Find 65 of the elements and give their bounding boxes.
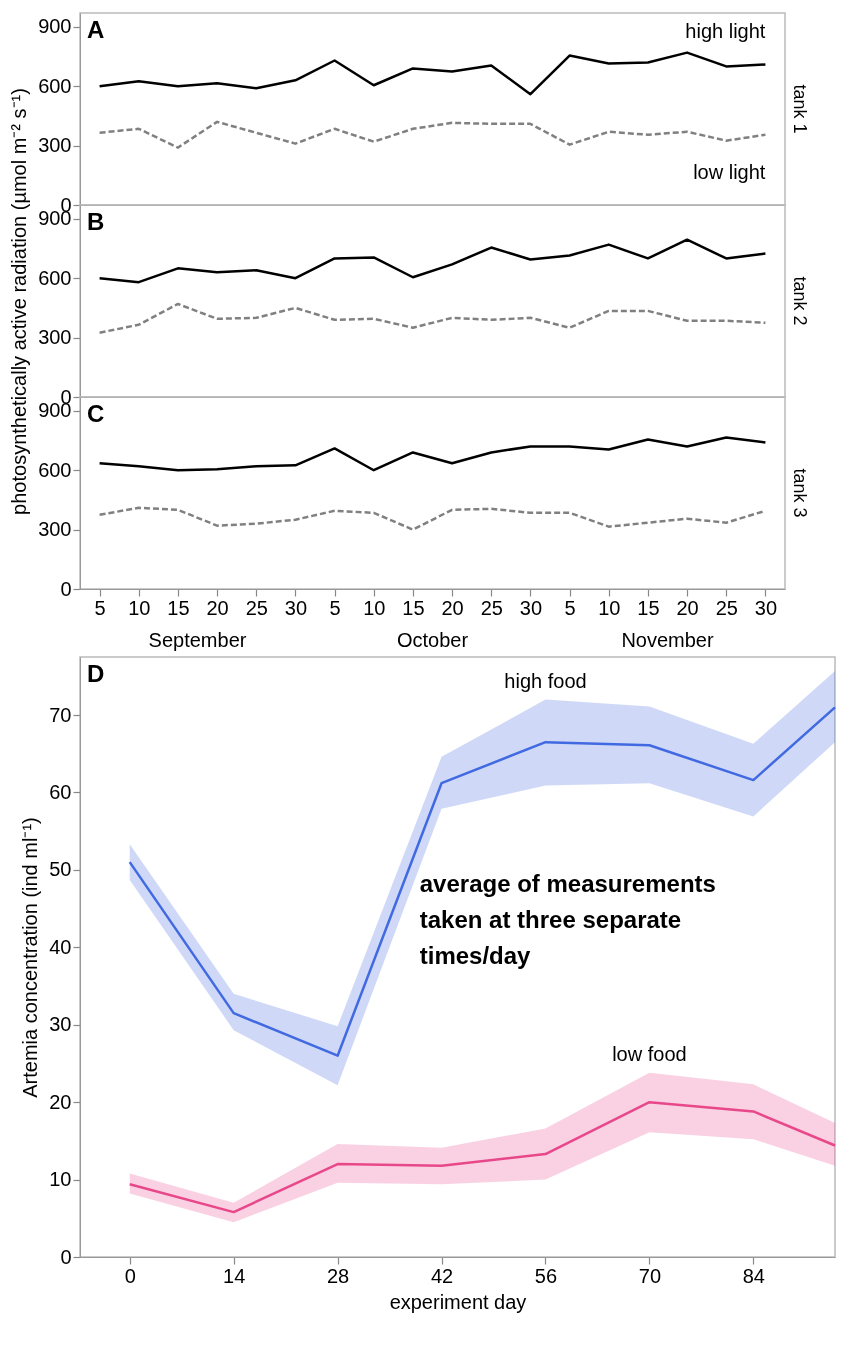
x-tick-label: 15 (167, 596, 190, 619)
x-tick-label: 5 (329, 596, 341, 619)
y-tick-label: 300 (38, 518, 72, 541)
chart-title: A (87, 16, 105, 43)
y-tick-label: 300 (38, 134, 72, 157)
x-tick-label: 5 (564, 596, 576, 619)
y-tick-label: 50 (49, 858, 72, 881)
x-tick-label: 15 (402, 596, 425, 619)
x-tick-label: 25 (245, 596, 268, 619)
y-tick-label: 70 (49, 703, 72, 726)
y-axis-title: photosynthetically active radiation (µmol m⁻² s⁻¹) (8, 88, 31, 515)
x-tick-label: 14 (223, 1264, 246, 1287)
x-tick-label: 20 (441, 596, 464, 619)
annotation: average of measurements taken at three separate times/day (419, 870, 716, 969)
x-tick-label: 56 (534, 1264, 558, 1287)
y-tick-label: 30 (49, 1013, 72, 1036)
x-tick-label: 20 (676, 596, 699, 619)
chart-title: D (87, 660, 105, 687)
x-tick-label: 10 (128, 596, 151, 619)
chart-title: C (87, 400, 105, 427)
x-tick-label: 15 (637, 596, 660, 619)
chart-title: B (87, 208, 105, 235)
x-tick-label: 20 (206, 596, 229, 619)
y-tick-label: 600 (38, 266, 72, 289)
x-tick-label: 5 (94, 596, 106, 619)
series-label: low light (693, 160, 766, 183)
series-label: high light (685, 20, 766, 43)
x-tick-label: 28 (326, 1264, 350, 1287)
x-axis-title: experiment day (389, 1290, 527, 1313)
x-tick-label: 70 (638, 1264, 662, 1287)
line-series (98, 302, 767, 334)
x-tick-label: 10 (363, 596, 386, 619)
text: tank 3 (790, 468, 810, 518)
y-tick-label: 600 (38, 74, 72, 97)
text: November (621, 629, 714, 651)
text: high food (504, 669, 587, 692)
x-tick-label: 42 (430, 1264, 454, 1287)
line-series (98, 120, 767, 149)
line-series (98, 238, 767, 284)
x-tick-label: 84 (742, 1264, 765, 1287)
y-tick-label: 0 (60, 1245, 72, 1268)
y-tick-label: 60 (49, 780, 72, 803)
line-series (128, 1100, 837, 1214)
y-tick-label: 0 (60, 577, 72, 600)
y-tick-label: 40 (49, 935, 72, 958)
x-tick-label: 30 (519, 596, 543, 619)
x-tick-label: 30 (284, 596, 308, 619)
y-tick-label: 300 (38, 326, 72, 349)
y-axis-title: Artemia concentration (ind ml⁻¹) (19, 817, 42, 1098)
x-tick-label: 25 (480, 596, 503, 619)
line-series (98, 51, 767, 96)
line-series (98, 436, 767, 472)
text: October (396, 629, 469, 651)
x-tick-label: 25 (715, 596, 738, 619)
text: tank 2 (790, 276, 810, 326)
y-tick-label: 10 (49, 1168, 72, 1191)
y-tick-label: 20 (49, 1090, 72, 1113)
text: September (148, 629, 247, 651)
y-tick-label: 600 (38, 458, 72, 481)
x-tick-label: 0 (124, 1264, 136, 1287)
x-tick-label: 30 (754, 596, 778, 619)
x-tick-label: 10 (598, 596, 621, 619)
text: tank 1 (790, 84, 810, 134)
text: low food (612, 1042, 687, 1065)
y-tick-label: 900 (38, 15, 72, 38)
